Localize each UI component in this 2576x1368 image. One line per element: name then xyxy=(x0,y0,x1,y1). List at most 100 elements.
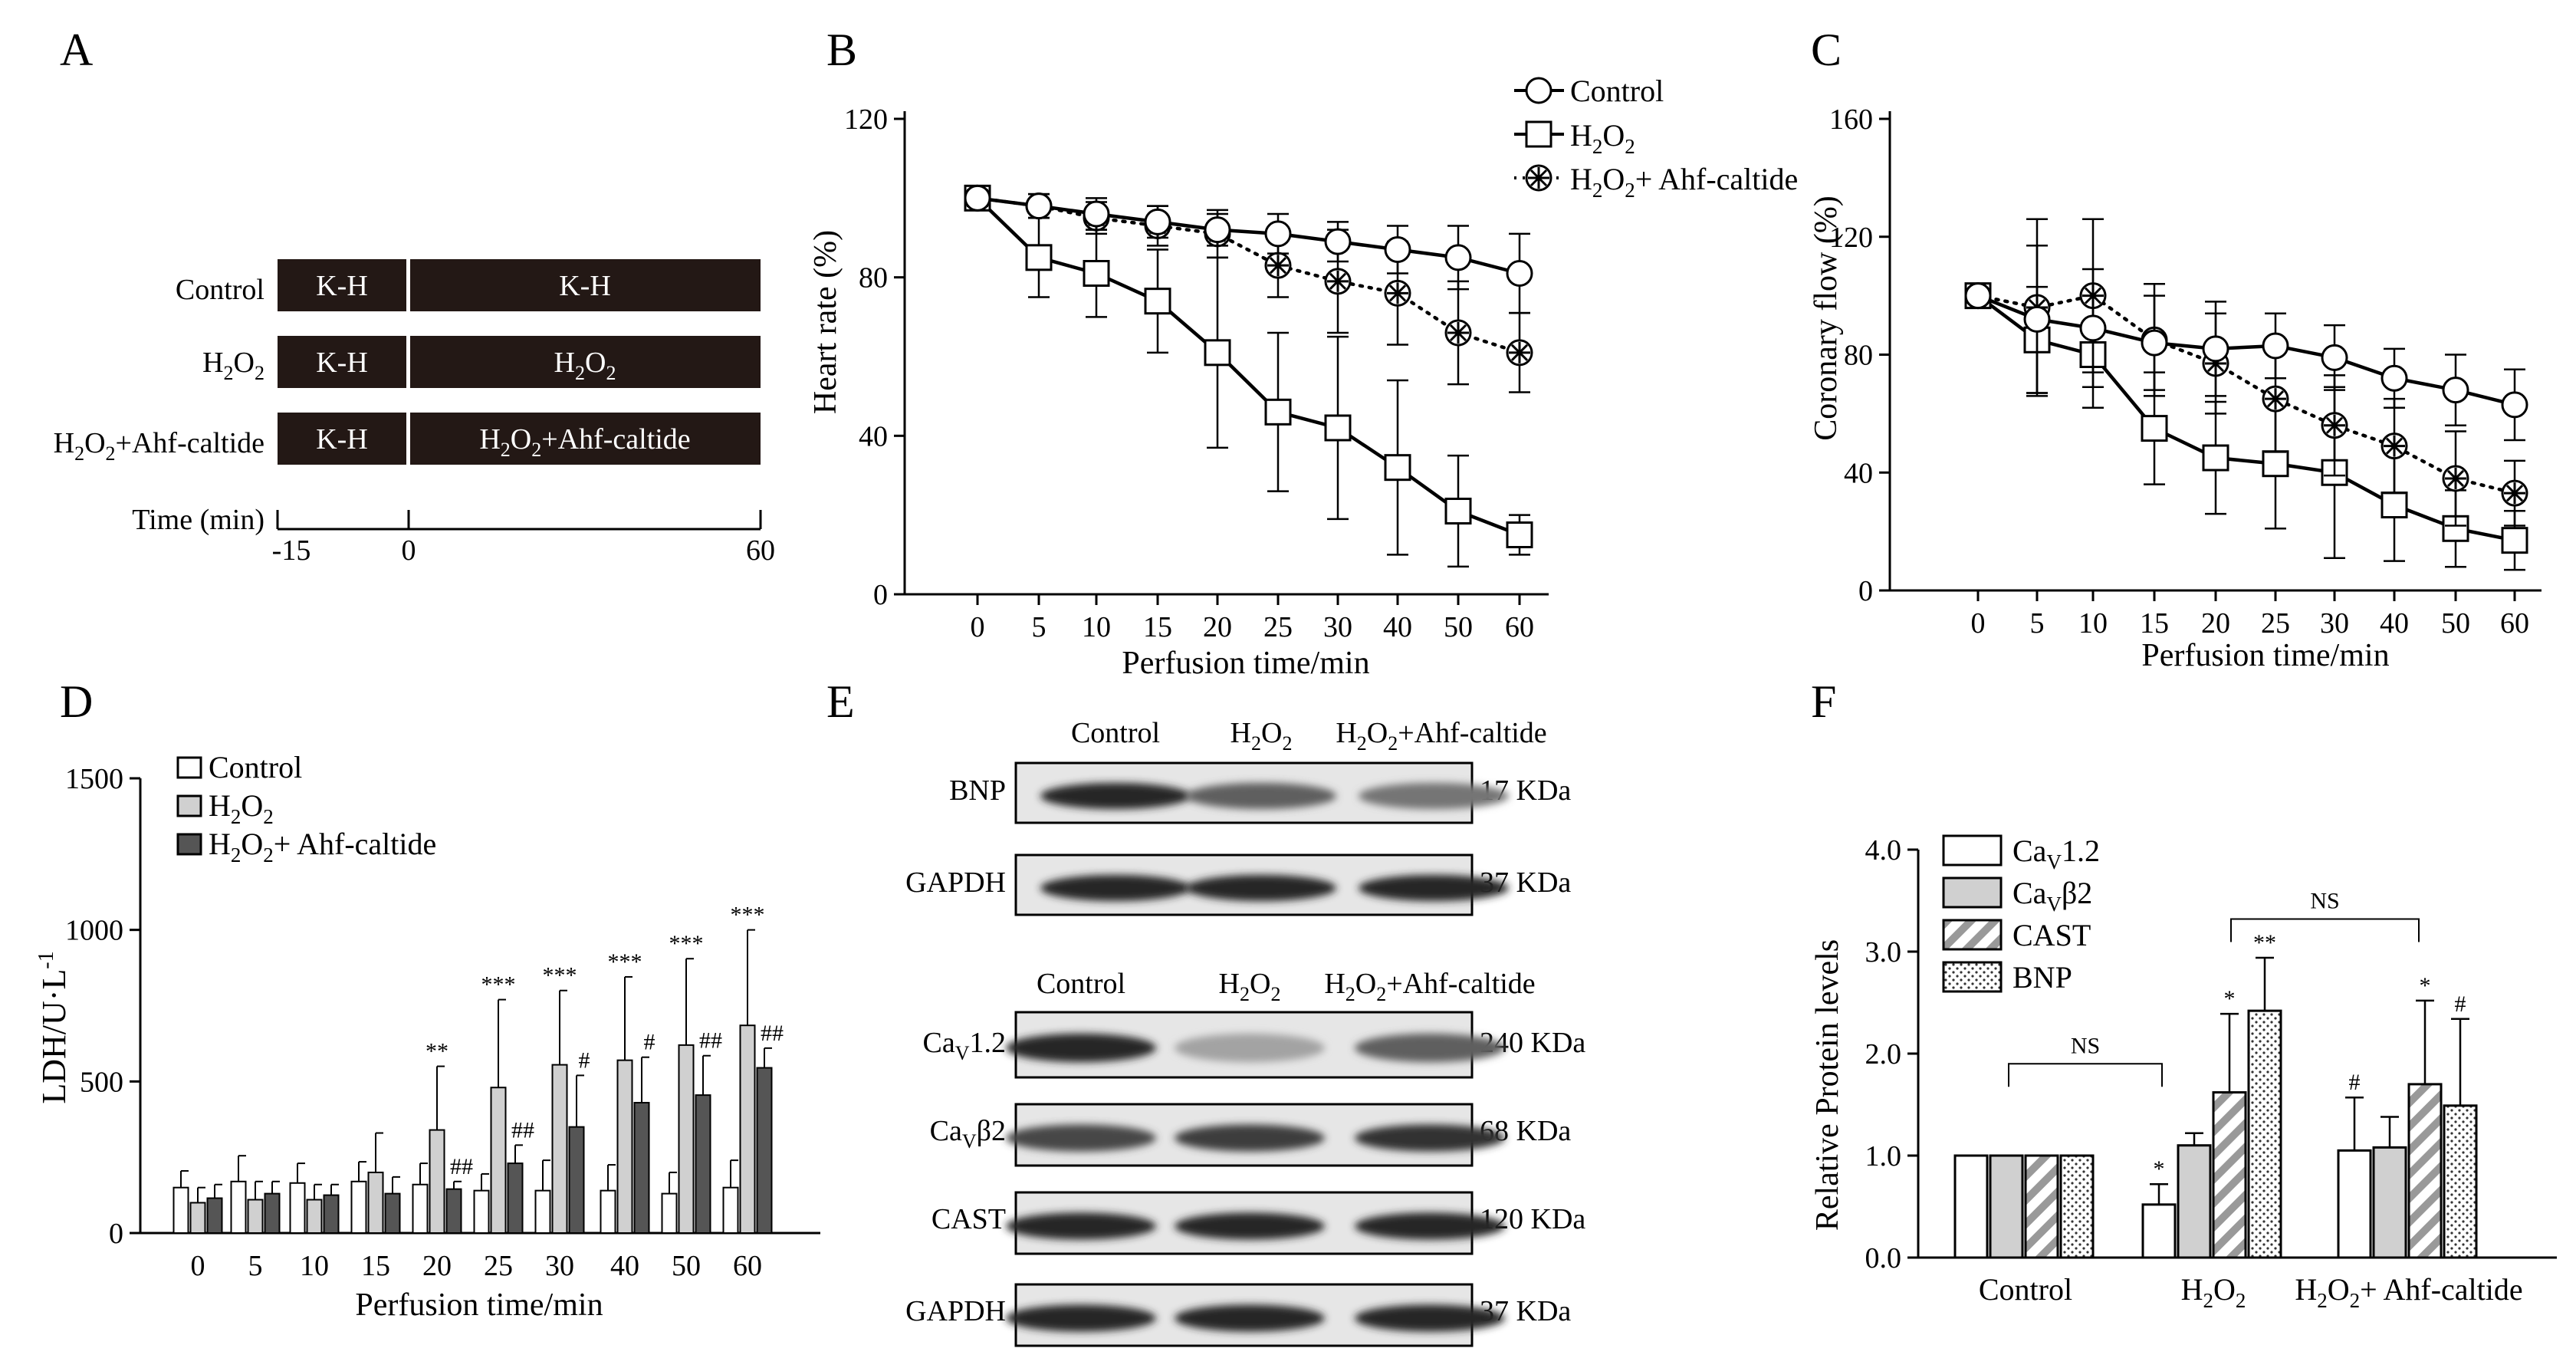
significance-mark: # xyxy=(644,1030,656,1055)
x-axis-label: Perfusion time/min xyxy=(1122,646,1369,681)
bar xyxy=(289,1182,306,1235)
data-point xyxy=(1025,192,1053,220)
data-point xyxy=(2321,412,2348,439)
bracket-label: NS xyxy=(2310,888,2339,913)
data-point xyxy=(1506,339,1533,367)
data-point xyxy=(2141,415,2168,442)
x-tick-label: 50 xyxy=(2441,607,2470,640)
x-tick-label: 0 xyxy=(971,611,985,643)
x-tick-label: 10 xyxy=(2078,607,2108,640)
legend-item-control: Control xyxy=(176,750,302,784)
legend: CaV1.2 CaVβ2 CAST BNP xyxy=(1942,834,2100,995)
legend-item-control: Control xyxy=(1514,74,1664,108)
time-tick: -15 xyxy=(272,534,311,567)
bracket-label: NS xyxy=(2071,1033,2100,1058)
x-tick-label: 60 xyxy=(733,1250,762,1282)
data-point xyxy=(2380,492,2408,519)
data-point xyxy=(1083,200,1110,228)
significance-mark: # xyxy=(2349,1070,2361,1095)
pre-phase-label: K-H xyxy=(316,423,368,455)
series-h2o2 xyxy=(964,184,1533,568)
row-label: Control xyxy=(176,274,264,306)
significance-mark: ## xyxy=(511,1117,534,1143)
y-tick-label: 500 xyxy=(80,1066,123,1098)
bar xyxy=(206,1197,223,1234)
bar xyxy=(323,1194,340,1235)
significance-mark: *** xyxy=(543,963,577,988)
x-tick-label: 20 xyxy=(1203,611,1232,643)
blot-row-label: CAST xyxy=(932,1203,1006,1235)
data-point xyxy=(1384,454,1411,482)
y-axis-label: LDH/U·L-1 xyxy=(34,951,73,1103)
bar xyxy=(695,1094,711,1234)
data-point xyxy=(1964,282,1992,310)
lane-label-h2o2-ahf: H2O2+Ahf-caltide xyxy=(1324,968,1535,1005)
blot-band xyxy=(1040,782,1191,810)
x-tick-label: 25 xyxy=(2261,607,2290,640)
bracket-line xyxy=(2230,918,2420,942)
x-tick-label: 30 xyxy=(1323,611,1352,643)
main-phase-label: H2O2+Ahf-caltide xyxy=(479,423,690,461)
blot-row-label: GAPDH xyxy=(905,1295,1006,1327)
y-axis-label: Coronary flow (%) xyxy=(1809,196,1844,441)
bar xyxy=(568,1126,585,1234)
legend-label: Control xyxy=(209,750,302,784)
pre-phase-bar xyxy=(278,413,406,465)
x-tick-label: 0 xyxy=(191,1250,205,1282)
x-tick-label: 25 xyxy=(484,1250,513,1282)
panel-e-western-blot: Control H2O2 H2O2+Ahf-caltide Control H2… xyxy=(905,717,1585,1347)
bar xyxy=(2059,1154,2095,1259)
lane-label-control: Control xyxy=(1071,717,1160,749)
data-point xyxy=(1324,228,1352,255)
x-tick-label: 60 xyxy=(1505,611,1534,643)
data-point xyxy=(2262,450,2289,478)
blot-strip-bnp xyxy=(1014,761,1509,824)
x-tick-label: Control xyxy=(1979,1272,2072,1307)
legend-item-bnp: BNP xyxy=(1942,960,2072,995)
legend-label: H2O2 xyxy=(1570,118,1635,158)
lane-label-h2o2: H2O2 xyxy=(1219,968,1281,1005)
pre-phase-bar xyxy=(278,336,406,388)
data-point xyxy=(2501,527,2528,554)
data-point xyxy=(2442,515,2469,542)
x-tick-label: 15 xyxy=(1143,611,1172,643)
data-point xyxy=(1324,268,1352,295)
bar xyxy=(384,1192,401,1235)
significance-mark: *** xyxy=(608,949,642,975)
bracket-line xyxy=(2008,1063,2163,1087)
lane-label-h2o2-ahf: H2O2+Ahf-caltide xyxy=(1336,717,1546,755)
main-phase-bar xyxy=(410,259,761,311)
panel-f-protein-levels-chart: Relative Protein levels CaV1.2 CaVβ2 CAS… xyxy=(1810,834,2557,1312)
bar xyxy=(490,1087,507,1234)
bar xyxy=(412,1183,429,1235)
legend-label: H2O2+ Ahf-caltide xyxy=(1570,162,1798,202)
y-tick-label: 0 xyxy=(873,579,888,611)
panel-label-D: D xyxy=(60,676,93,727)
data-point xyxy=(1025,244,1053,271)
significance-mark: ** xyxy=(426,1039,449,1064)
blot-row-label: GAPDH xyxy=(905,867,1006,899)
bar xyxy=(507,1162,524,1235)
x-tick-label: 15 xyxy=(361,1250,390,1282)
y-tick-label: 0 xyxy=(1858,575,1873,607)
data-point xyxy=(2262,385,2289,413)
series-line xyxy=(975,196,1522,355)
main-phase-label: K-H xyxy=(559,270,611,302)
significance-mark: ## xyxy=(761,1021,784,1046)
blot-band xyxy=(1175,1304,1325,1332)
y-tick-label: 1500 xyxy=(65,763,123,795)
bar xyxy=(2141,1203,2177,1259)
legend-item-h2o2: H2O2 xyxy=(176,788,274,828)
x-tick-label: 10 xyxy=(300,1250,329,1282)
blot-band xyxy=(1186,782,1336,810)
pre-phase-bar xyxy=(278,259,406,311)
bar xyxy=(2177,1144,2212,1259)
main-phase-bar xyxy=(410,336,761,388)
pre-phase-label: K-H xyxy=(316,270,368,302)
blot-band xyxy=(1355,1304,1505,1332)
data-point xyxy=(2079,314,2107,342)
lane-label-h2o2: H2O2 xyxy=(1230,717,1293,755)
bar xyxy=(1953,1154,1989,1259)
legend-label: CaVβ2 xyxy=(2013,876,2092,916)
